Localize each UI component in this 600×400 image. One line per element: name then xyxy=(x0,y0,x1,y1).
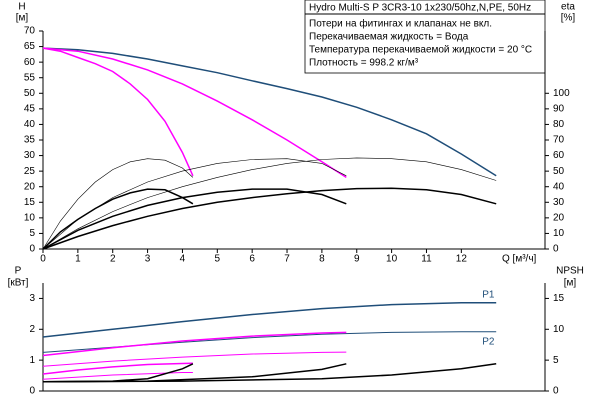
x-tick-label: 5 xyxy=(215,254,221,265)
y2-axis-unit: [%] xyxy=(561,13,576,24)
x-tick-label: 11 xyxy=(421,254,432,265)
info-box xyxy=(304,0,546,74)
y2-tick-label: 90 xyxy=(553,103,565,114)
curve xyxy=(42,372,193,380)
curve xyxy=(42,188,347,250)
y-tick-label: 3 xyxy=(29,293,35,304)
y-tick-label: 50 xyxy=(24,88,36,99)
y-tick-label: 70 xyxy=(24,26,36,37)
curve xyxy=(42,47,194,177)
x-tick-label: 9 xyxy=(354,254,360,265)
y-tick-label: 40 xyxy=(24,119,36,130)
y2-tick-label: 50 xyxy=(553,166,565,177)
y2-tick-label: 100 xyxy=(553,88,570,99)
y2-tick-label: 0 xyxy=(553,386,559,397)
y-tick-label: 1 xyxy=(29,355,35,366)
curve xyxy=(42,157,497,250)
x-tick-label: 6 xyxy=(249,254,255,265)
y-axis-unit: [кВт] xyxy=(8,278,29,289)
chart-title: Hydro Multi-S P 3CR3-10 1x230/50hz,N,PE,… xyxy=(309,3,531,14)
note: Потери на фитингах и клапанах не вкл. xyxy=(309,18,492,30)
curve-label: P2 xyxy=(482,336,495,347)
x-tick-label: 1 xyxy=(75,254,81,265)
note: Плотность = 998.2 кг/м³ xyxy=(309,58,419,69)
y-axis-unit: [м] xyxy=(16,13,29,24)
x-tick-label: 0 xyxy=(40,254,46,265)
y2-tick-label: 5 xyxy=(553,355,559,366)
curve xyxy=(42,47,497,177)
curve xyxy=(42,188,194,250)
y2-axis-label: eta xyxy=(561,2,575,13)
x-tick-label: 8 xyxy=(319,254,325,265)
x-tick-label: 10 xyxy=(386,254,398,265)
x-axis-label: Q [м³/ч] xyxy=(502,254,537,265)
y-tick-label: 55 xyxy=(24,72,36,83)
x-tick-label: 4 xyxy=(180,254,186,265)
curve-label: P1 xyxy=(482,289,495,300)
y2-tick-label: 15 xyxy=(553,293,565,304)
y-tick-label: 0 xyxy=(29,386,35,397)
curve xyxy=(42,47,347,179)
note: Температура перекачиваемой жидкости = 20… xyxy=(309,45,532,56)
y2-tick-label: 60 xyxy=(553,150,565,161)
y-axis-label: H xyxy=(18,2,25,13)
y2-axis-unit: [м] xyxy=(564,278,577,289)
curve xyxy=(42,158,347,250)
y-tick-label: 35 xyxy=(24,135,36,146)
y-tick-label: 5 xyxy=(29,228,35,239)
y-tick-label: 20 xyxy=(24,181,36,192)
curve xyxy=(42,363,194,383)
curve xyxy=(42,331,347,357)
y2-axis-label: NPSH xyxy=(556,266,584,277)
y2-tick-label: 40 xyxy=(553,181,565,192)
y-tick-label: 65 xyxy=(24,41,36,52)
curve xyxy=(42,362,193,375)
y-tick-label: 25 xyxy=(24,166,36,177)
y-tick-label: 0 xyxy=(29,244,35,255)
curve xyxy=(42,187,497,250)
y2-tick-label: 80 xyxy=(553,119,565,130)
curve xyxy=(42,301,497,338)
y2-tick-label: 10 xyxy=(553,228,565,239)
y-tick-label: 30 xyxy=(24,150,36,161)
y-axis-label: P xyxy=(15,266,22,277)
x-tick-label: 3 xyxy=(145,254,151,265)
x-tick-label: 12 xyxy=(456,254,468,265)
curve xyxy=(42,158,194,250)
curve xyxy=(42,351,347,367)
x-tick-label: 2 xyxy=(110,254,116,265)
y2-tick-label: 10 xyxy=(553,324,565,335)
x-tick-label: 7 xyxy=(284,254,290,265)
y-tick-label: 45 xyxy=(24,103,36,114)
y2-tick-label: 0 xyxy=(553,244,559,255)
y-tick-label: 10 xyxy=(24,212,36,223)
y-tick-label: 60 xyxy=(24,57,36,68)
y2-tick-label: 20 xyxy=(553,212,565,223)
y2-tick-label: 30 xyxy=(553,197,565,208)
y2-tick-label: 70 xyxy=(553,135,565,146)
y-tick-label: 15 xyxy=(24,197,36,208)
note: Перекачиваемая жидкость = Вода xyxy=(309,32,469,43)
y-tick-label: 2 xyxy=(29,324,35,335)
